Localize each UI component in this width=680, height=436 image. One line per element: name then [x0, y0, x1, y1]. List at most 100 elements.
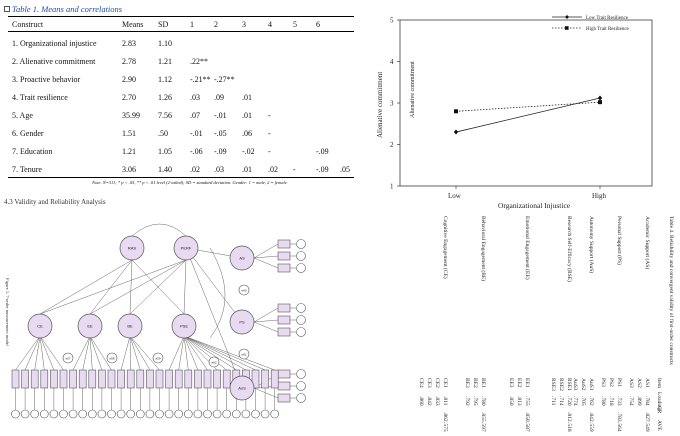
- table-cell: 1.21: [122, 147, 136, 156]
- table-header-cell: 2: [214, 20, 218, 29]
- loading-value: .705: [580, 396, 586, 406]
- sem-svg: RAS PERF AS PS AuS CE EE BE PSE e57 e58 e59 e60 e61 e6…: [5, 223, 306, 419]
- loading-line: [34, 335, 41, 371]
- item-code: AS2: [636, 378, 642, 388]
- covariance-arc: [131, 223, 187, 237]
- loading-line: [183, 335, 256, 371]
- loading-line: [129, 335, 160, 371]
- loading-line: [129, 335, 141, 371]
- y-tick-label: 3: [390, 100, 394, 108]
- indicator-box: [277, 263, 291, 273]
- table-anchor-icon: [4, 6, 10, 12]
- error-circle: [296, 369, 306, 379]
- table-cell: .50: [158, 129, 168, 138]
- error-circle: [296, 251, 306, 261]
- error-circle: [155, 409, 164, 419]
- loading-line: [15, 335, 41, 371]
- loading-line: [183, 335, 199, 371]
- error-label: e61: [241, 352, 246, 356]
- y-axis-label: Alienative commitment: [376, 72, 384, 138]
- section-heading: 4.3 Validity and Reliability Analysis: [4, 198, 106, 206]
- table-cell: .02: [268, 165, 278, 174]
- ave-value: .518: [566, 422, 572, 432]
- loading-line: [89, 335, 103, 371]
- table-cell: 1.05: [158, 147, 172, 156]
- error-circle: [164, 409, 174, 419]
- table-cell: 1.40: [158, 165, 172, 174]
- series-point: [598, 100, 602, 105]
- item-code: PS2: [608, 378, 614, 387]
- item-code: CE1: [442, 378, 448, 388]
- error-circle: [232, 409, 241, 419]
- table-header-cell: 4: [268, 20, 272, 29]
- latent-label: PERF: [181, 246, 192, 251]
- series-point: [597, 95, 603, 101]
- path-arrow: [185, 247, 243, 389]
- loading-line: [89, 335, 93, 371]
- path-arrow: [89, 259, 187, 315]
- latent-perf: [173, 235, 199, 261]
- cr-value: .827: [644, 412, 650, 422]
- loading-line: [183, 335, 266, 371]
- table-top-rule: [8, 16, 354, 17]
- loading-value: .842: [426, 396, 432, 406]
- loading-value: .811: [442, 396, 448, 406]
- table-cell: 2.70: [122, 93, 136, 102]
- table-cell: -: [268, 129, 271, 138]
- loading-line: [183, 335, 227, 371]
- path-arrow: [39, 259, 187, 315]
- loading-line: [39, 335, 45, 371]
- cr-value: .842: [588, 412, 594, 422]
- item-code: AuS3: [572, 378, 578, 391]
- indicator-box: [194, 369, 202, 389]
- ave-value: .559: [588, 422, 594, 432]
- error-circle: [222, 409, 231, 419]
- table-cell: .03: [190, 93, 200, 102]
- table-cell: .01: [242, 165, 252, 174]
- loading-value: .711: [550, 396, 556, 406]
- latent-ras: [119, 235, 145, 261]
- series-line: [455, 97, 601, 133]
- legend-label: High Trait Resilience: [586, 27, 630, 32]
- loading-line: [24, 335, 41, 371]
- loading-value: .733: [616, 396, 622, 406]
- error-label: e57: [65, 356, 70, 360]
- table-cell: 1.51: [122, 129, 136, 138]
- error-circle: [296, 315, 306, 325]
- loading-line: [129, 335, 151, 371]
- ave-value: .597: [480, 422, 486, 432]
- table-cell: .22**: [190, 57, 208, 66]
- error-circle: [296, 393, 306, 403]
- table-cell: -: [293, 165, 296, 174]
- ave-value: .587: [524, 422, 530, 432]
- table-header-cell: Construct: [12, 20, 44, 29]
- rotated-table-title: Table 4. Reliability and convergent vali…: [668, 216, 674, 365]
- item-code: AuS1: [588, 378, 594, 391]
- indicator-box: [277, 251, 291, 261]
- indicator-box: [59, 369, 68, 389]
- error-circle: [136, 409, 145, 419]
- loading-value: .833: [434, 396, 440, 406]
- table-cell: 1.26: [158, 93, 172, 102]
- item-code: PS1: [616, 378, 622, 387]
- error-circle: [78, 409, 87, 419]
- loading-line: [120, 335, 131, 371]
- item-code: PS3: [600, 378, 606, 387]
- latent-label: CE: [37, 324, 43, 329]
- loading-value: .780: [600, 396, 606, 406]
- table-cell: -.09: [316, 165, 329, 174]
- table-header-cell: 5: [293, 20, 297, 29]
- figure-caption: Figure 1. 7-order measurement model: [5, 278, 10, 347]
- loading-value: .720: [566, 396, 572, 406]
- indicator-box: [88, 369, 97, 389]
- error-circle: [238, 348, 250, 360]
- loading-value: .780: [480, 396, 486, 406]
- construct-label: Academic Support (AS): [644, 216, 650, 270]
- item-code: RSE1: [566, 378, 572, 391]
- covariance-arc: [209, 247, 226, 339]
- rotated-header: AVE: [656, 420, 662, 431]
- indicator-box: [69, 369, 77, 389]
- item-code: AS1: [644, 378, 650, 388]
- loading-value: .899: [636, 396, 642, 406]
- cr-value: .783: [616, 412, 622, 422]
